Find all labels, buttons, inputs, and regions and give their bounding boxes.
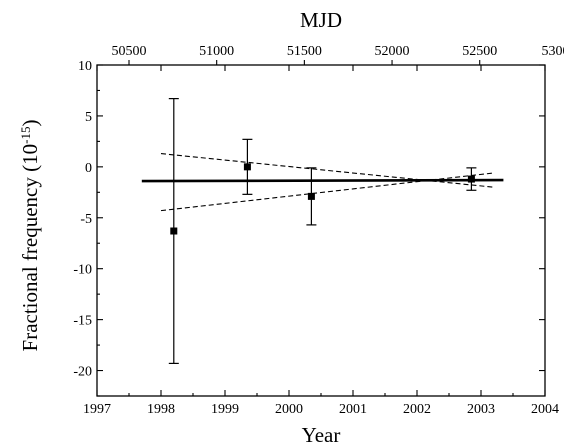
fit-line [141,178,504,183]
x-tick-label: 2000 [275,402,303,417]
x-tick-label: 1998 [147,402,175,417]
y-tick-label: 10 [78,59,92,74]
plot-frame [96,64,546,397]
x2-tick-label: 50500 [112,44,147,59]
y-tick-label: 0 [85,161,92,176]
x-tick-label: 2003 [467,402,495,417]
y-tick-label: -15 [73,314,92,329]
x-tick-label: 1999 [211,402,239,417]
y-tick-label: -10 [73,263,92,278]
y-tick-label: -20 [73,365,92,380]
x-tick-label: 1997 [83,402,111,417]
x2-tick-label: 51000 [199,44,234,59]
y-axis-title-close: ) [18,120,42,127]
lower-bound-line [160,172,494,212]
data-point [243,163,251,171]
y-tick-label: -5 [80,212,92,227]
y-axis-title-exponent: -15 [18,127,33,144]
y-tick-label: 5 [85,110,92,125]
x2-tick-label: 52000 [375,44,410,59]
y-axis-title: Fractional frequency (10-15) [18,120,43,352]
data-point [307,192,315,200]
y-axis-title-main: Fractional frequency (10 [18,144,42,352]
x-axis-title: Year [302,423,341,445]
x2-tick-label: 52500 [462,44,497,59]
x-axis-ticks: 1997 1998 1999 2000 2001 2002 2003 2004 [83,65,559,417]
top-axis-title: MJD [300,8,342,32]
x2-tick-label: 53000 [542,44,564,59]
y-axis-ticks: 10 5 0 -5 -10 -15 -20 [73,59,545,397]
x-tick-label: 2004 [531,402,559,417]
data-point [467,175,475,183]
top-axis-ticks: 50500 51000 51500 52000 52500 53000 [112,44,564,65]
data-series [141,98,504,365]
x-tick-label: 2002 [403,402,431,417]
x2-tick-label: 51500 [287,44,322,59]
data-point [170,227,178,235]
x-tick-label: 2001 [339,402,367,417]
